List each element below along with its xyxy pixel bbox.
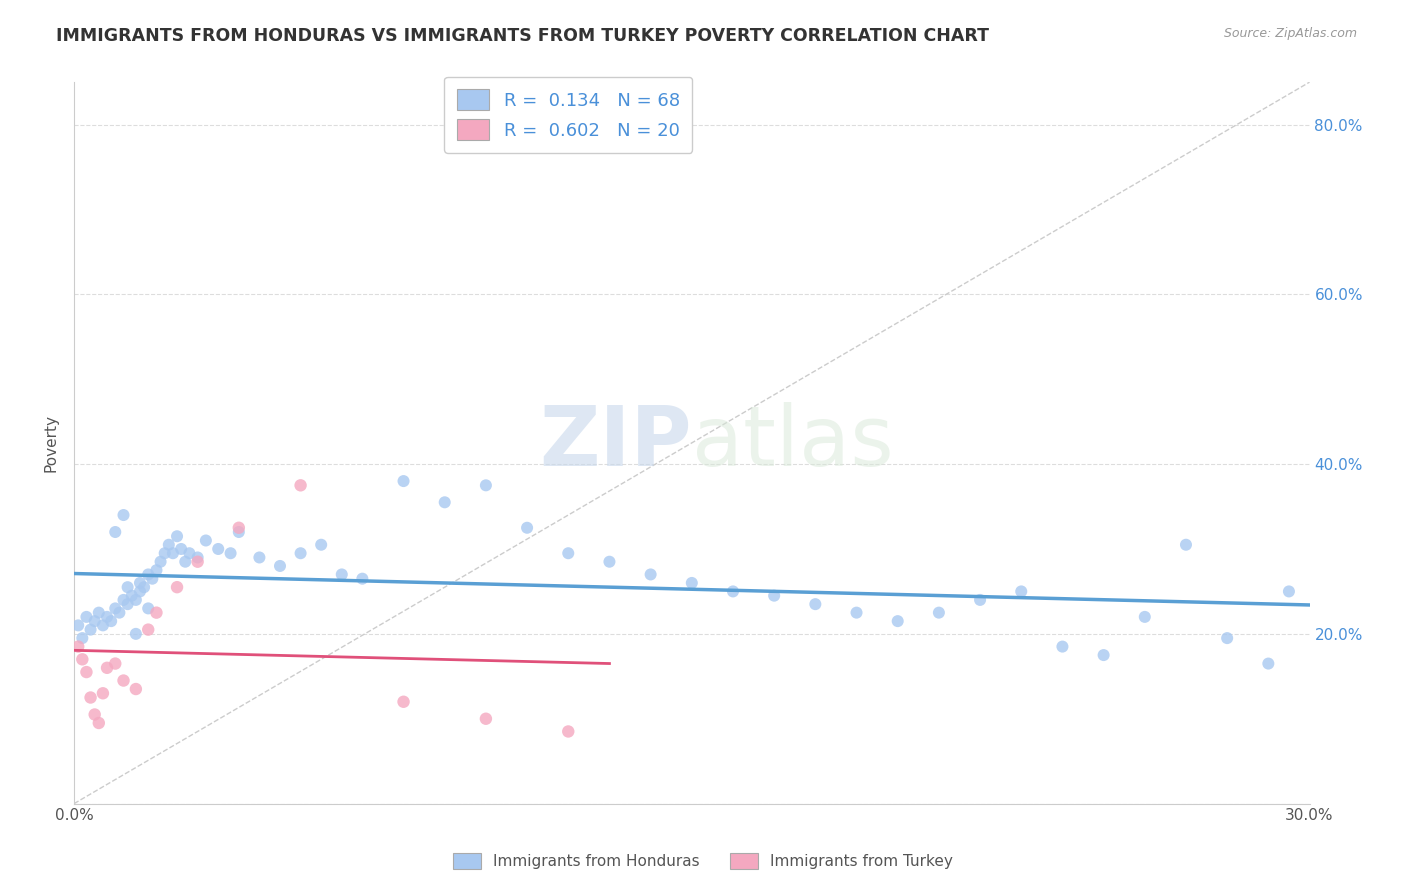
- Point: [136, 623, 159, 637]
- Point: [174, 555, 197, 569]
- Point: [72, 652, 94, 666]
- Point: [145, 563, 167, 577]
- Point: [121, 589, 143, 603]
- Point: [125, 593, 148, 607]
- Legend: R =  0.134   N = 68, R =  0.602   N = 20: R = 0.134 N = 68, R = 0.602 N = 20: [444, 77, 692, 153]
- Text: Source: ZipAtlas.com: Source: ZipAtlas.com: [1223, 27, 1357, 40]
- Point: [145, 606, 167, 620]
- Point: [886, 614, 908, 628]
- Point: [79, 690, 101, 705]
- Point: [162, 546, 184, 560]
- Point: [187, 550, 209, 565]
- Point: [1010, 584, 1032, 599]
- Point: [91, 618, 114, 632]
- Point: [640, 567, 662, 582]
- Point: [117, 597, 139, 611]
- Point: [352, 572, 374, 586]
- Point: [153, 546, 176, 560]
- Point: [166, 580, 188, 594]
- Point: [194, 533, 217, 548]
- Point: [309, 538, 332, 552]
- Point: [87, 606, 110, 620]
- Point: [125, 681, 148, 696]
- Point: [269, 558, 291, 573]
- Point: [100, 614, 122, 628]
- Point: [96, 610, 118, 624]
- Point: [845, 606, 868, 620]
- Point: [247, 550, 270, 565]
- Point: [112, 593, 135, 607]
- Point: [1278, 584, 1301, 599]
- Point: [290, 478, 312, 492]
- Point: [112, 673, 135, 688]
- Point: [1052, 640, 1074, 654]
- Point: [219, 546, 242, 560]
- Y-axis label: Poverty: Poverty: [44, 414, 58, 472]
- Point: [170, 541, 193, 556]
- Point: [1257, 657, 1279, 671]
- Point: [87, 716, 110, 731]
- Point: [117, 580, 139, 594]
- Point: [96, 661, 118, 675]
- Point: [129, 576, 152, 591]
- Point: [1216, 631, 1239, 645]
- Point: [1133, 610, 1156, 624]
- Point: [290, 546, 312, 560]
- Point: [83, 707, 105, 722]
- Point: [141, 572, 163, 586]
- Point: [79, 623, 101, 637]
- Point: [75, 665, 97, 679]
- Text: ZIP: ZIP: [540, 402, 692, 483]
- Point: [516, 521, 538, 535]
- Point: [557, 724, 579, 739]
- Point: [1092, 648, 1115, 662]
- Point: [681, 576, 703, 591]
- Point: [104, 657, 127, 671]
- Point: [132, 580, 155, 594]
- Point: [475, 478, 498, 492]
- Point: [228, 524, 250, 539]
- Point: [125, 627, 148, 641]
- Point: [104, 601, 127, 615]
- Point: [928, 606, 950, 620]
- Point: [136, 567, 159, 582]
- Point: [91, 686, 114, 700]
- Text: IMMIGRANTS FROM HONDURAS VS IMMIGRANTS FROM TURKEY POVERTY CORRELATION CHART: IMMIGRANTS FROM HONDURAS VS IMMIGRANTS F…: [56, 27, 990, 45]
- Point: [330, 567, 353, 582]
- Point: [187, 555, 209, 569]
- Point: [475, 712, 498, 726]
- Point: [108, 606, 131, 620]
- Point: [83, 614, 105, 628]
- Point: [67, 618, 90, 632]
- Point: [179, 546, 201, 560]
- Point: [112, 508, 135, 522]
- Point: [104, 524, 127, 539]
- Point: [207, 541, 229, 556]
- Point: [136, 601, 159, 615]
- Point: [157, 538, 180, 552]
- Point: [72, 631, 94, 645]
- Legend: Immigrants from Honduras, Immigrants from Turkey: Immigrants from Honduras, Immigrants fro…: [447, 847, 959, 875]
- Point: [969, 593, 991, 607]
- Point: [557, 546, 579, 560]
- Point: [166, 529, 188, 543]
- Point: [721, 584, 744, 599]
- Point: [75, 610, 97, 624]
- Point: [392, 695, 415, 709]
- Point: [763, 589, 786, 603]
- Text: atlas: atlas: [692, 402, 894, 483]
- Point: [598, 555, 620, 569]
- Point: [67, 640, 90, 654]
- Point: [228, 521, 250, 535]
- Point: [149, 555, 172, 569]
- Point: [433, 495, 456, 509]
- Point: [129, 584, 152, 599]
- Point: [1175, 538, 1198, 552]
- Point: [804, 597, 827, 611]
- Point: [392, 474, 415, 488]
